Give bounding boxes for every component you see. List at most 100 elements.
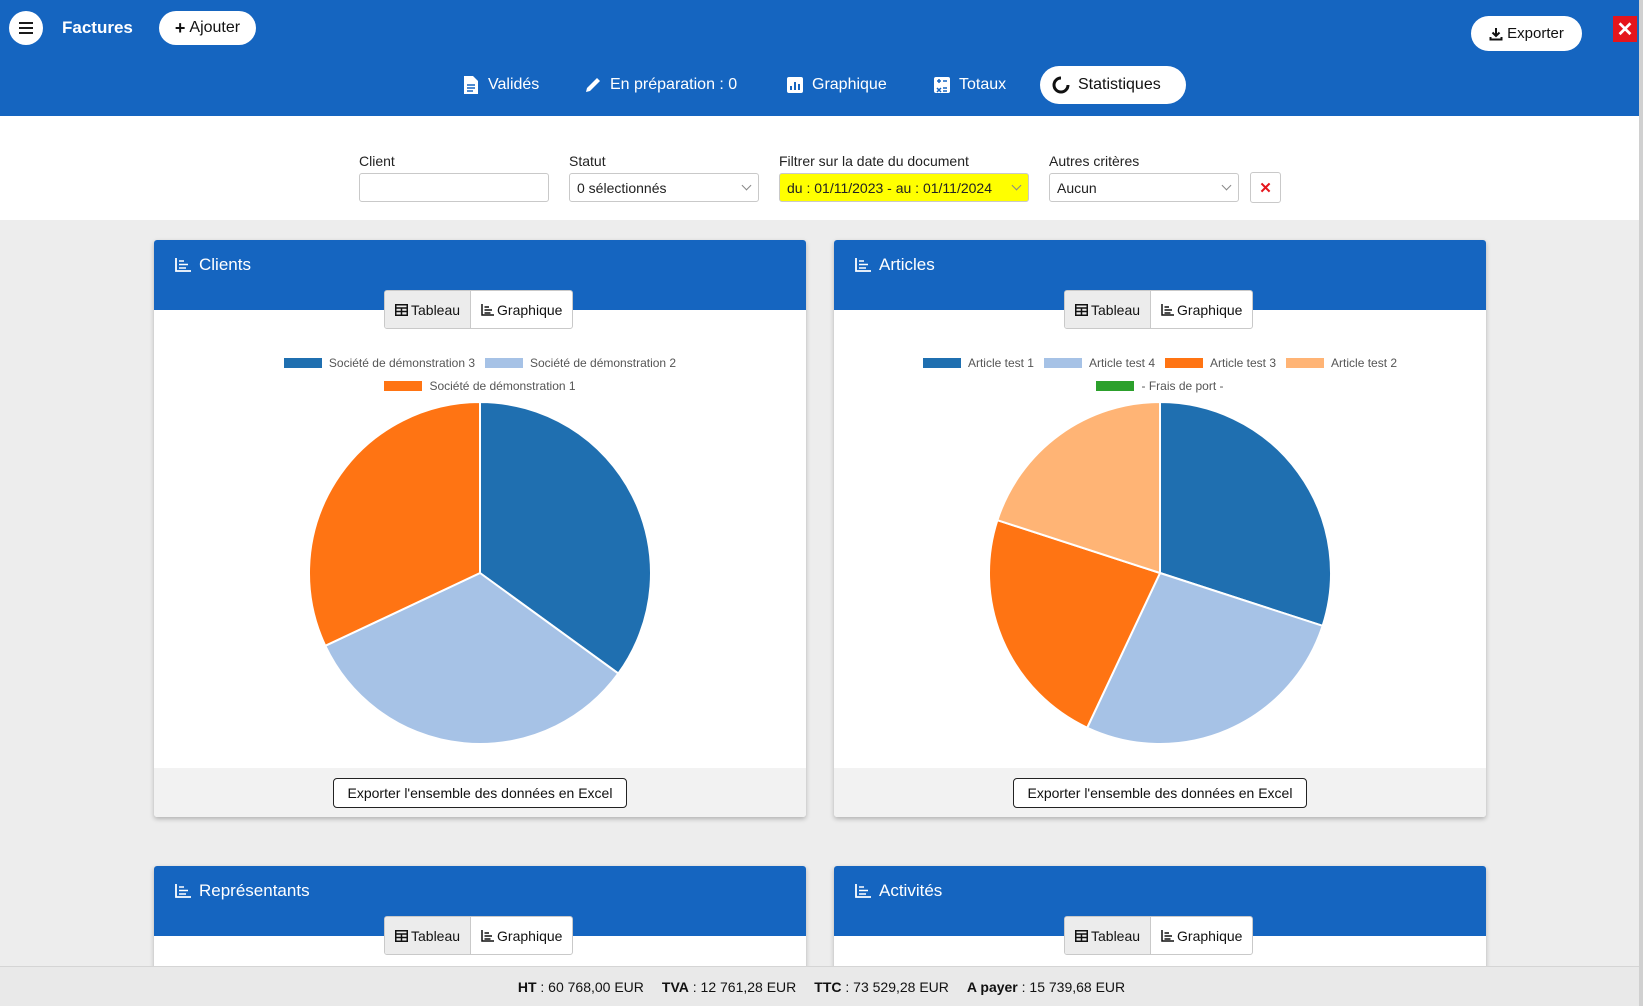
status-value: 0 sélectionnés — [577, 179, 667, 196]
legend-row: - Frais de port - — [834, 375, 1486, 398]
card-title-text: Articles — [879, 255, 935, 274]
card-header: Articles Tableau Graphique — [834, 240, 1486, 329]
legend-label: Article test 2 — [1331, 356, 1398, 370]
legend-label: Société de démonstration 3 — [328, 356, 475, 370]
export-button-label: Exporter — [1507, 25, 1564, 42]
toggle-graphique[interactable]: Graphique — [471, 291, 572, 328]
representants-card: Représentants Tableau Graphique — [154, 866, 806, 976]
toggle-graphique[interactable]: Graphique — [1151, 917, 1252, 954]
tab-totaux[interactable]: Totaux — [921, 66, 1018, 104]
toggle-graphique[interactable]: Graphique — [471, 917, 572, 954]
toggle-graphique[interactable]: Graphique — [1151, 291, 1252, 328]
legend-swatch — [1286, 358, 1325, 368]
pie-slice-article-test-4[interactable] — [1085, 571, 1324, 745]
legend-item[interactable]: Article test 4 — [1043, 352, 1155, 374]
toggle-tableau[interactable]: Tableau — [1065, 917, 1152, 954]
toggle-tableau-label: Tableau — [1091, 301, 1141, 318]
line-chart-icon — [175, 258, 191, 272]
header-left: Factures + Ajouter — [9, 11, 257, 45]
tab-graphique[interactable]: Graphique — [774, 66, 899, 104]
scrollbar[interactable] — [1639, 0, 1643, 1006]
tab-statistiques[interactable]: Statistiques — [1040, 66, 1186, 104]
date-range-select[interactable]: du : 01/11/2023 - au : 01/11/2024 — [779, 173, 1029, 202]
activites-card: Activités Tableau Graphique — [834, 866, 1486, 976]
legend-item[interactable]: - Frais de port - — [1096, 375, 1224, 397]
client-input[interactable] — [359, 173, 549, 202]
total-a-payer: A payer : 15 739,68 EUR — [966, 978, 1126, 995]
card-title: Clients — [175, 255, 251, 275]
line-chart-icon — [855, 258, 871, 272]
other-criteria-select[interactable]: Aucun — [1049, 173, 1239, 202]
line-chart-icon — [1161, 929, 1175, 942]
table-icon — [395, 929, 408, 942]
card-footer: Exporter l'ensemble des données en Excel — [834, 768, 1486, 817]
legend-label: Article test 3 — [1210, 356, 1277, 370]
toggle-tableau[interactable]: Tableau — [1065, 291, 1152, 328]
pie-slice-soci-t-de-d-monstration-1[interactable] — [308, 400, 481, 648]
download-icon — [1489, 27, 1503, 40]
export-excel-button[interactable]: Exporter l'ensemble des données en Excel — [1013, 778, 1307, 808]
line-chart-icon — [481, 929, 495, 942]
view-toggle: Tableau Graphique — [384, 290, 574, 329]
legend-item[interactable]: Société de démonstration 1 — [384, 375, 576, 397]
card-title: Activités — [855, 881, 942, 901]
export-button[interactable]: Exporter — [1471, 16, 1582, 51]
total-ttc-value: 73 529,28 EUR — [853, 978, 949, 995]
legend-swatch — [1096, 381, 1135, 391]
other-criteria-label: Autres critères — [1049, 153, 1140, 169]
app-header: Factures + Ajouter Exporter ✕ Validés En … — [0, 0, 1643, 116]
toggle-graphique-label: Graphique — [497, 927, 563, 944]
legend-item[interactable]: Article test 3 — [1165, 352, 1276, 374]
toggle-tableau[interactable]: Tableau — [385, 291, 472, 328]
articles-card: Articles Tableau Graphique Article test … — [834, 240, 1486, 817]
tab-en-preparation[interactable]: En préparation : 0 — [572, 66, 749, 104]
add-button[interactable]: + Ajouter — [158, 11, 257, 45]
status-select[interactable]: 0 sélectionnés — [569, 173, 759, 202]
toggle-graphique-label: Graphique — [1177, 927, 1243, 944]
close-button[interactable]: ✕ — [1613, 16, 1637, 42]
legend-item[interactable]: Société de démonstration 3 — [283, 352, 475, 374]
clear-filters-button[interactable]: ✕ — [1250, 172, 1281, 203]
pie-slice-soci-t-de-d-monstration-2[interactable] — [323, 571, 620, 745]
pie-slice-article-test-2[interactable] — [996, 400, 1161, 575]
legend-item[interactable]: Article test 2 — [1286, 352, 1397, 374]
card-title: Représentants — [175, 881, 310, 901]
table-icon — [1075, 929, 1088, 942]
chevron-down-icon — [1221, 180, 1232, 191]
line-chart-icon — [1161, 303, 1175, 316]
toggle-tableau[interactable]: Tableau — [385, 917, 472, 954]
view-toggle: Tableau Graphique — [384, 916, 574, 955]
table-icon — [395, 303, 408, 316]
toggle-tableau-label: Tableau — [1091, 927, 1141, 944]
pencil-icon — [584, 76, 602, 94]
toggle-tableau-label: Tableau — [411, 927, 461, 944]
tab-label: Totaux — [959, 76, 1007, 93]
total-ht-value: 60 768,00 EUR — [548, 978, 644, 995]
legend-row: Société de démonstration 3 Société de dém… — [154, 352, 806, 375]
legend-item[interactable]: Société de démonstration 2 — [485, 352, 676, 374]
pie-slice-soci-t-de-d-monstration-3[interactable] — [479, 400, 652, 675]
bar-chart-icon — [786, 76, 804, 94]
legend-row: Article test 1 Article test 4 Article test… — [834, 352, 1486, 375]
date-filter-label: Filtrer sur la date du document — [779, 153, 969, 169]
menu-button[interactable] — [9, 11, 43, 45]
calculator-icon — [933, 76, 951, 94]
total-tva: TVA : 12 761,28 EUR — [661, 978, 797, 995]
pie-slice-article-test-3[interactable] — [988, 518, 1162, 730]
card-header: Clients Tableau Graphique — [154, 240, 806, 329]
card-body: Article test 1 Article test 4 Article test… — [834, 310, 1486, 768]
chevron-down-icon — [741, 180, 752, 191]
tab-bar: Validés En préparation : 0 Graphique Tot… — [0, 66, 1643, 104]
export-excel-button[interactable]: Exporter l'ensemble des données en Excel — [333, 778, 627, 808]
tab-valides[interactable]: Validés — [450, 66, 551, 104]
legend-item[interactable]: Article test 1 — [922, 352, 1034, 374]
chart-legend: Article test 1 Article test 4 Article test… — [834, 352, 1486, 398]
legend-label: Société de démonstration 2 — [530, 356, 677, 370]
legend-label: Article test 1 — [967, 356, 1034, 370]
pie-slice-article-test-1[interactable] — [1159, 400, 1332, 628]
total-tva-value: 12 761,28 EUR — [700, 978, 797, 995]
card-title-text: Représentants — [199, 881, 310, 900]
card-title: Articles — [855, 255, 935, 275]
pie-chart — [308, 400, 652, 745]
legend-label: Article test 4 — [1088, 356, 1155, 370]
